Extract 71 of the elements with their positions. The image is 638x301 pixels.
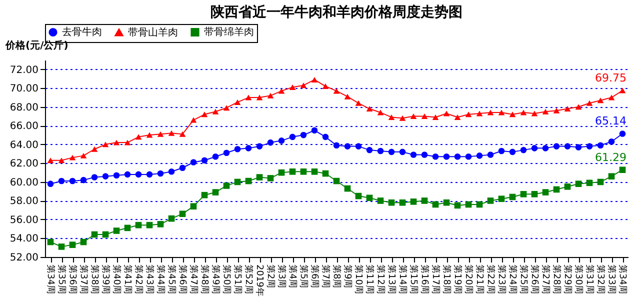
x-tick-label: 第16周 bbox=[419, 264, 430, 294]
y-tick-label: 70.00 bbox=[10, 84, 38, 95]
y-tick-label: 52.00 bbox=[10, 252, 38, 264]
x-tick-label: 第34周 bbox=[617, 264, 628, 294]
x-tick-label: 第47周 bbox=[188, 264, 199, 294]
y-tick-label: 54.00 bbox=[10, 234, 38, 245]
x-tick-label: 第30周 bbox=[573, 264, 584, 294]
x-tick-label: 第3周 bbox=[276, 264, 287, 288]
legend-label: 去骨牛肉 bbox=[62, 26, 102, 38]
x-tick-label: 第44周 bbox=[155, 264, 166, 294]
x-tick-label: 第49周 bbox=[210, 264, 221, 294]
x-tick-label: 第21周 bbox=[474, 264, 485, 294]
x-tick-label: 第4周 bbox=[287, 264, 298, 288]
x-tick-label: 第19周 bbox=[452, 264, 463, 294]
x-tick-label: 第27周 bbox=[540, 264, 551, 294]
y-tick-label: 62.00 bbox=[10, 158, 38, 170]
y-tick-label: 68.00 bbox=[10, 102, 38, 114]
x-tick-label: 第26周 bbox=[529, 264, 540, 294]
y-tick-label: 60.00 bbox=[10, 177, 38, 188]
y-tick-label: 66.00 bbox=[10, 121, 38, 132]
x-tick-label: 第34周 bbox=[45, 264, 56, 294]
x-tick-label: 第46周 bbox=[177, 264, 188, 294]
y-tick-label: 64.00 bbox=[10, 140, 38, 151]
x-tick-label: 第13周 bbox=[386, 264, 397, 294]
x-tick-label: 第29周 bbox=[562, 264, 573, 294]
x-tick-label: 第10周 bbox=[353, 264, 364, 294]
x-tick-label: 第23周 bbox=[496, 264, 507, 294]
x-tick-label: 第35周 bbox=[56, 264, 67, 294]
x-tick-label: 第38周 bbox=[89, 264, 100, 294]
x-tick-label: 第41周 bbox=[122, 264, 133, 294]
x-tick-label: 第2周 bbox=[265, 264, 276, 288]
x-tick-label: 第43周 bbox=[144, 264, 155, 294]
x-tick-label: 第24周 bbox=[507, 264, 518, 294]
x-tick-label: 第51周 bbox=[232, 264, 243, 294]
x-tick-label: 第40周 bbox=[111, 264, 122, 294]
x-tick-label: 第7周 bbox=[320, 264, 331, 288]
data-label: 65.14 bbox=[595, 114, 626, 128]
x-tick-label: 第25周 bbox=[518, 264, 529, 294]
y-tick-label: 72.00 bbox=[10, 64, 38, 76]
chart-title: 陕西省近一年牛肉和羊肉价格周度走势图 bbox=[210, 4, 462, 20]
x-tick-label: 第18周 bbox=[441, 264, 452, 294]
x-tick-label: 第17周 bbox=[430, 264, 441, 294]
x-tick-label: 第37周 bbox=[78, 264, 89, 294]
x-tick-label: 第11周 bbox=[364, 264, 375, 294]
x-tick-label: 第22周 bbox=[485, 264, 496, 294]
x-tick-label: 第52周 bbox=[243, 264, 254, 294]
x-tick-label: 第15周 bbox=[408, 264, 419, 294]
x-tick-label: 第20周 bbox=[463, 264, 474, 294]
x-tick-label: 第6周 bbox=[309, 264, 320, 288]
x-tick-label: 第45周 bbox=[166, 264, 177, 294]
x-tick-label: 第42周 bbox=[133, 264, 144, 294]
x-tick-label: 第48周 bbox=[199, 264, 210, 294]
x-tick-label: 第32周 bbox=[595, 264, 606, 294]
x-tick-label: 第12周 bbox=[375, 264, 386, 294]
data-label: 69.75 bbox=[595, 71, 626, 84]
legend-label: 带骨绵羊肉 bbox=[204, 26, 254, 38]
x-tick-label: 2019年 bbox=[254, 264, 265, 296]
x-tick-label: 第28周 bbox=[551, 264, 562, 294]
x-tick-label: 第14周 bbox=[397, 264, 408, 294]
x-tick-label: 第9周 bbox=[342, 264, 353, 288]
x-tick-label: 第36周 bbox=[67, 264, 78, 294]
x-tick-label: 第33周 bbox=[606, 264, 617, 294]
y-tick-label: 56.00 bbox=[10, 214, 38, 226]
x-tick-label: 第39周 bbox=[100, 264, 111, 294]
x-tick-label: 第5周 bbox=[298, 264, 309, 288]
data-label: 61.29 bbox=[595, 150, 626, 164]
x-tick-label: 第50周 bbox=[221, 264, 232, 294]
x-tick-label: 第8周 bbox=[331, 264, 342, 288]
legend-label: 带骨山羊肉 bbox=[128, 26, 178, 38]
y-tick-label: 58.00 bbox=[10, 196, 38, 208]
x-tick-label: 第31周 bbox=[584, 264, 595, 294]
